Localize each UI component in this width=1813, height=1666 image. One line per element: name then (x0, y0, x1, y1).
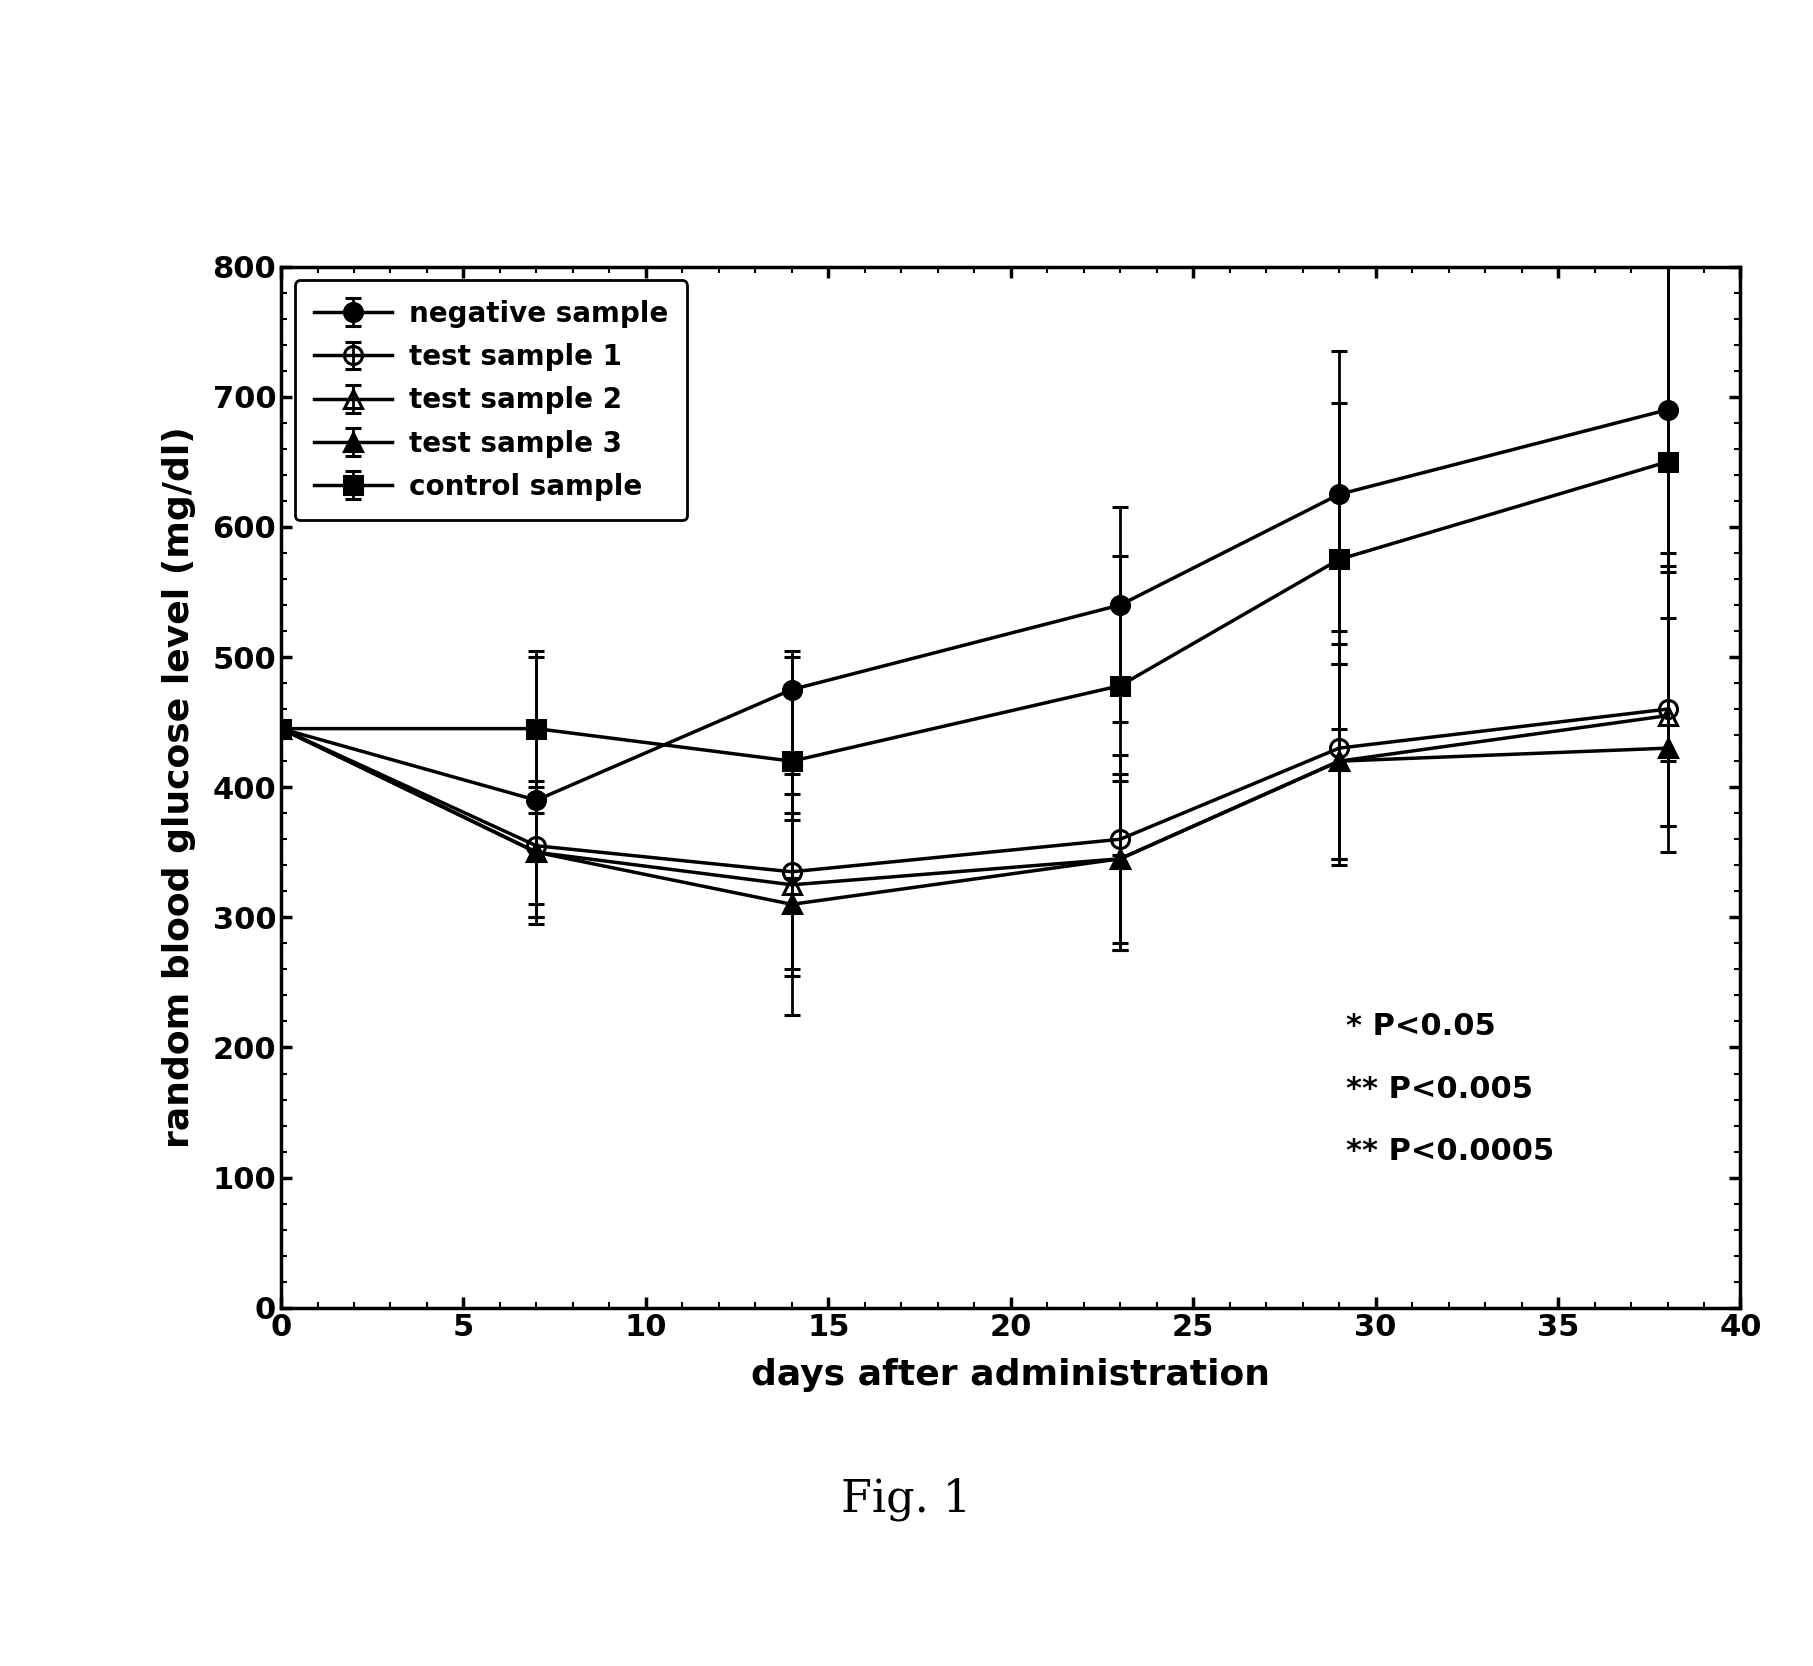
X-axis label: days after administration: days after administration (751, 1358, 1271, 1393)
Text: Fig. 1: Fig. 1 (841, 1478, 972, 1521)
Text: ** P<0.0005: ** P<0.0005 (1347, 1138, 1556, 1166)
Legend: negative sample, test sample 1, test sample 2, test sample 3, control sample: negative sample, test sample 1, test sam… (296, 280, 687, 520)
Text: * P<0.05: * P<0.05 (1347, 1013, 1496, 1041)
Y-axis label: random blood glucose level (mg/dl): random blood glucose level (mg/dl) (161, 426, 196, 1148)
Text: ** P<0.005: ** P<0.005 (1347, 1075, 1534, 1103)
